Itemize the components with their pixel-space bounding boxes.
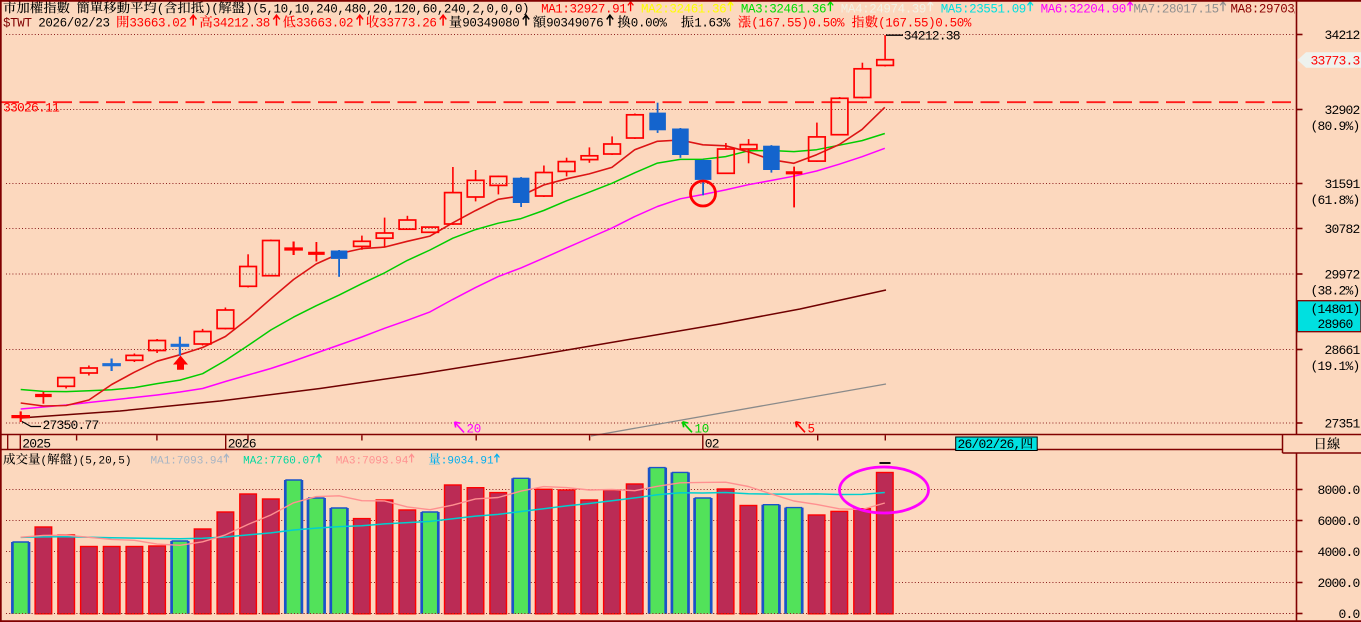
svg-text:28661: 28661 [1325, 343, 1361, 358]
svg-text:33663.02: 33663.02 [129, 17, 186, 31]
svg-text:MA2:32461.36: MA2:32461.36 [641, 2, 726, 16]
svg-text:(167.55)0.50%: (167.55)0.50% [751, 17, 845, 31]
svg-text:MA4:24974.39: MA4:24974.39 [841, 2, 926, 16]
svg-text:2026: 2026 [228, 436, 256, 451]
svg-text:(38.2%): (38.2%) [1311, 283, 1360, 298]
svg-text:(14801): (14801) [1311, 302, 1360, 317]
svg-text:90349080: 90349080 [462, 17, 519, 31]
svg-text:(19.1%): (19.1%) [1311, 359, 1360, 374]
svg-text:(61.8%): (61.8%) [1311, 193, 1360, 208]
svg-text:10: 10 [695, 422, 710, 436]
svg-text:27351: 27351 [1325, 416, 1361, 431]
svg-text:0.00%: 0.00% [631, 17, 668, 31]
svg-text:34212.38: 34212.38 [213, 17, 270, 31]
svg-text:MA5:23551.09: MA5:23551.09 [941, 2, 1026, 16]
svg-text:33663.02: 33663.02 [296, 17, 353, 31]
svg-text:30782: 30782 [1325, 222, 1360, 237]
svg-text:6000.0: 6000.0 [1318, 514, 1360, 529]
svg-text::9034.91: :9034.91 [441, 456, 494, 468]
svg-text:33026.11: 33026.11 [3, 101, 60, 116]
svg-text:MA6:32204.90: MA6:32204.90 [1041, 2, 1126, 16]
svg-text:27350.77: 27350.77 [43, 418, 99, 433]
svg-text:0.0: 0.0 [1339, 607, 1360, 622]
svg-text:MA1:32927.91: MA1:32927.91 [541, 2, 626, 16]
svg-text:31591: 31591 [1325, 177, 1361, 192]
svg-text:34212.38: 34212.38 [904, 28, 960, 43]
svg-text:28960: 28960 [1318, 317, 1353, 332]
svg-text:MA8:29703: MA8:29703 [1231, 2, 1295, 16]
svg-text:)(5,10,10,240,480,20,120,60,24: )(5,10,10,240,480,20,120,60,240,2,0,0,0) [245, 2, 529, 16]
svg-text:2026/02/23: 2026/02/23 [38, 17, 110, 31]
svg-text:33773.3: 33773.3 [1311, 54, 1360, 69]
svg-text:4000.0: 4000.0 [1318, 545, 1360, 560]
svg-text:2000.0: 2000.0 [1318, 576, 1360, 591]
svg-text:$TWT: $TWT [3, 17, 32, 31]
svg-text:MA3:32461.36: MA3:32461.36 [741, 2, 826, 16]
svg-text:)(: )( [204, 2, 218, 16]
svg-text:02: 02 [705, 436, 719, 451]
svg-text:MA3:7093.94: MA3:7093.94 [336, 456, 409, 468]
svg-text:5: 5 [808, 422, 815, 436]
svg-text:(: ( [41, 456, 48, 468]
svg-text:1.63%: 1.63% [694, 17, 731, 31]
svg-text:MA7:28017.15: MA7:28017.15 [1134, 2, 1219, 16]
svg-text:33773.26: 33773.26 [379, 17, 436, 31]
svg-text:8000.0: 8000.0 [1318, 483, 1360, 498]
svg-text:(80.9%): (80.9%) [1311, 119, 1360, 134]
svg-text:26/02/26,: 26/02/26, [958, 437, 1021, 452]
svg-text:(167.55)0.50%: (167.55)0.50% [878, 17, 972, 31]
svg-text:32902: 32902 [1325, 103, 1360, 118]
svg-text:MA1:7093.94: MA1:7093.94 [151, 456, 224, 468]
svg-text:MA2:7760.07: MA2:7760.07 [243, 456, 316, 468]
svg-text:20: 20 [467, 423, 482, 437]
svg-text:)(5,20,5): )(5,20,5) [72, 456, 131, 468]
svg-text:34212: 34212 [1325, 28, 1360, 43]
svg-text:29972: 29972 [1325, 267, 1360, 282]
svg-text:90349076: 90349076 [546, 17, 603, 31]
svg-text:(: ( [157, 2, 164, 16]
svg-text:2025: 2025 [22, 436, 50, 451]
